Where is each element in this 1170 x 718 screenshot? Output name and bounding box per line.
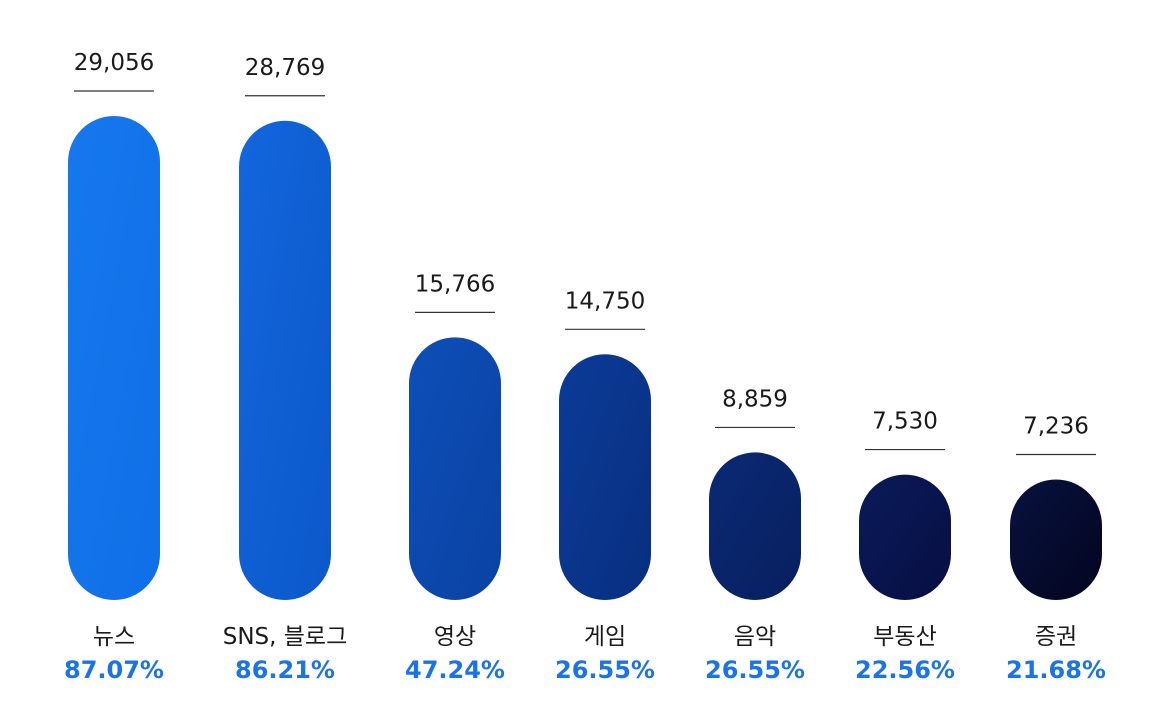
percent-label-4: 26.55%	[705, 656, 805, 684]
percent-label-3: 26.55%	[555, 656, 655, 684]
value-label-3: 14,750	[565, 288, 645, 314]
percent-label-5: 22.56%	[855, 656, 955, 684]
category-label-5: 부동산	[873, 624, 936, 650]
value-label-1: 28,769	[245, 55, 325, 81]
category-label-3: 게임	[584, 624, 626, 650]
bar-2	[409, 337, 501, 600]
percent-label-1: 86.21%	[235, 656, 335, 684]
category-label-0: 뉴스	[93, 624, 135, 650]
bar-0	[68, 116, 160, 600]
bar-1	[239, 120, 331, 600]
bar-6	[1010, 479, 1102, 600]
bar-3	[559, 354, 651, 600]
percent-label-6: 21.68%	[1006, 656, 1106, 684]
category-label-4: 음악	[734, 624, 776, 650]
category-label-1: SNS, 블로그	[223, 624, 348, 650]
value-label-6: 7,236	[1023, 413, 1089, 439]
bar-4	[709, 452, 801, 600]
bars-layer	[68, 116, 1102, 600]
value-label-5: 7,530	[872, 409, 938, 435]
bar-5	[859, 474, 951, 600]
category-label-6: 증권	[1035, 624, 1077, 650]
value-label-0: 29,056	[74, 50, 154, 76]
value-label-4: 8,859	[722, 386, 788, 412]
labels-layer: 29,056 뉴스 87.07% 28,769 SNS, 블로그 86.21% 15,766…	[64, 50, 1106, 684]
category-label-2: 영상	[434, 624, 476, 650]
percent-label-2: 47.24%	[405, 656, 505, 684]
percent-label-0: 87.07%	[64, 656, 164, 684]
value-label-2: 15,766	[415, 271, 495, 297]
